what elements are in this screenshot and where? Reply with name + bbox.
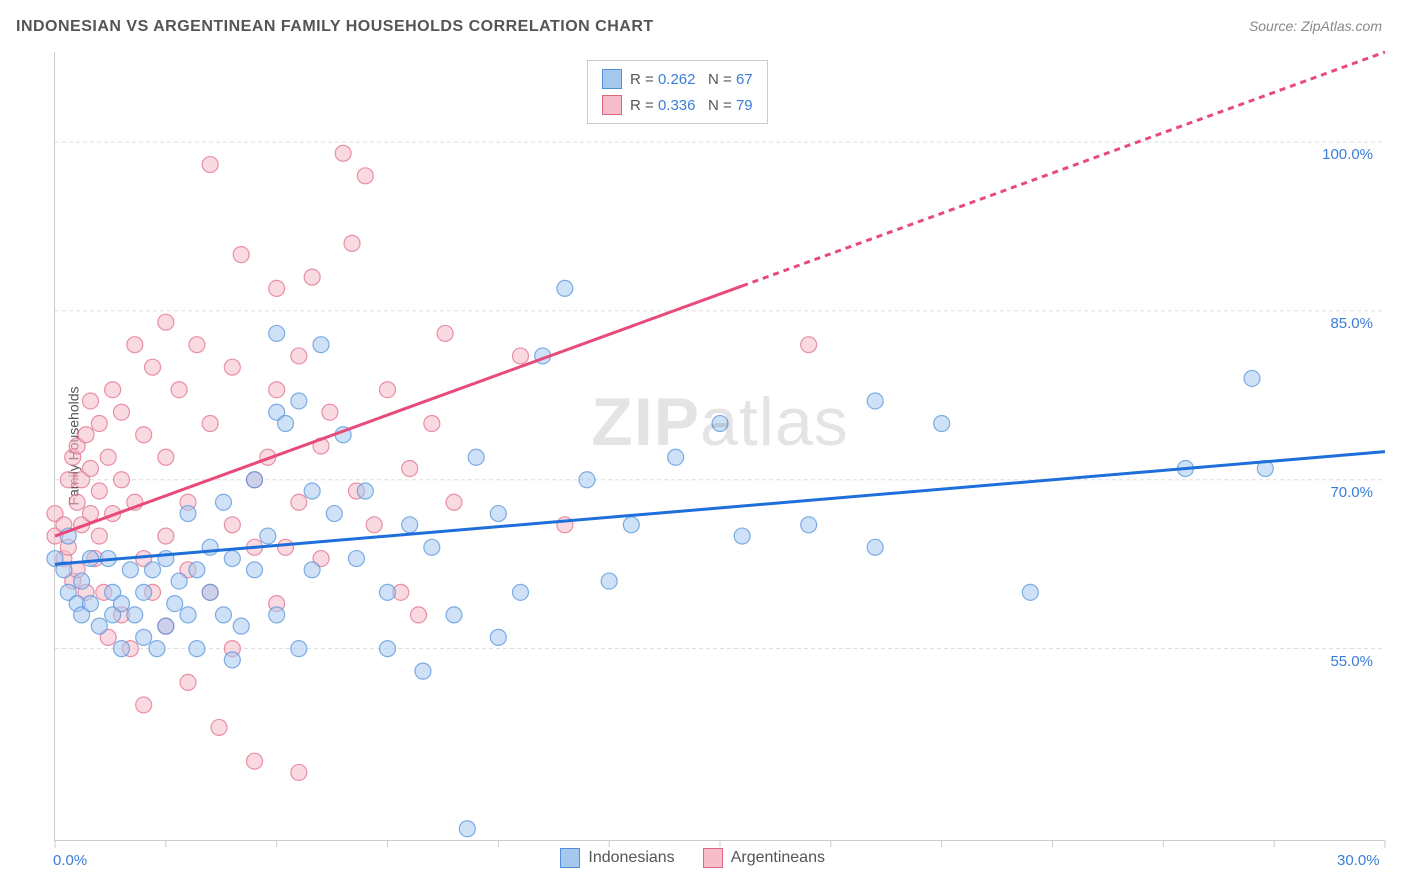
y-tick-label: 100.0% — [1322, 146, 1373, 163]
legend-swatch — [602, 69, 622, 89]
y-tick-label: 70.0% — [1330, 484, 1373, 501]
legend-swatch — [602, 95, 622, 115]
y-tick-label: 55.0% — [1330, 653, 1373, 670]
chart-title: INDONESIAN VS ARGENTINEAN FAMILY HOUSEHO… — [16, 18, 654, 36]
scatter-svg — [55, 52, 1385, 840]
legend-swatch — [560, 848, 580, 868]
y-tick-label: 85.0% — [1330, 315, 1373, 332]
legend-row: R = 0.262 N = 67 — [602, 69, 753, 89]
legend-row: R = 0.336 N = 79 — [602, 95, 753, 115]
source-text: Source: ZipAtlas.com — [1249, 18, 1382, 34]
legend-stats: R = 0.336 N = 79 — [630, 97, 753, 114]
legend-series: Indonesians Argentineans — [560, 848, 825, 868]
legend-item: Indonesians — [560, 848, 674, 868]
x-tick-label: 0.0% — [53, 852, 87, 869]
legend-label: Argentineans — [731, 849, 825, 867]
legend-correlation-box: R = 0.262 N = 67 R = 0.336 N = 79 — [587, 60, 768, 124]
x-tick-label: 30.0% — [1337, 852, 1380, 869]
chart-container: INDONESIAN VS ARGENTINEAN FAMILY HOUSEHO… — [0, 0, 1406, 892]
legend-stats: R = 0.262 N = 67 — [630, 71, 753, 88]
legend-swatch — [703, 848, 723, 868]
plot-area: ZIPatlas R = 0.262 N = 67R = 0.336 N = 7… — [54, 52, 1385, 841]
legend-label: Indonesians — [588, 849, 674, 867]
legend-item: Argentineans — [703, 848, 825, 868]
